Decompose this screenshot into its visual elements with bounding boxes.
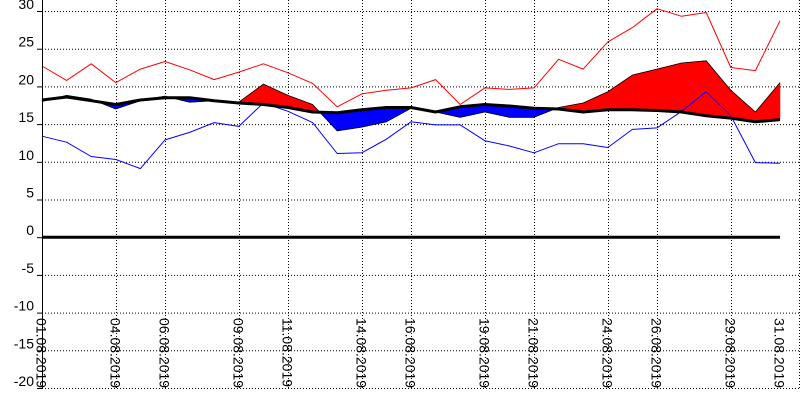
- warm-anomaly-area: [730, 89, 756, 123]
- y-tick-labels: 30 25 20 15 10 5 0 -5 -10 -15 -20: [14, 0, 34, 389]
- x-tick-label: 14.08.2019: [354, 318, 370, 388]
- warm-anomaly-area: [632, 68, 658, 111]
- warm-anomaly-area: [681, 60, 707, 117]
- x-tick-label: 21.08.2019: [526, 318, 542, 388]
- series-lines: [41, 8, 781, 170]
- x-tick-label: 29.08.2019: [723, 318, 739, 388]
- warm-anomaly-area: [705, 60, 732, 119]
- x-tick-label: 31.08.2019: [772, 318, 788, 388]
- warm-anomaly-area: [607, 74, 633, 111]
- y-tick-label: -20: [14, 373, 34, 389]
- x-tick-label: 24.08.2019: [600, 318, 616, 388]
- x-tick-label: 06.08.2019: [157, 318, 173, 388]
- x-tick-label: 11.08.2019: [280, 318, 296, 387]
- y-tick-label: 0: [26, 222, 34, 238]
- y-tick-label: 15: [18, 109, 34, 125]
- warm-anomaly-area: [755, 81, 781, 123]
- y-tick-label: 20: [18, 71, 34, 87]
- y-tick-label: 5: [26, 185, 34, 201]
- warm-anomaly-area: [656, 62, 682, 113]
- y-tick-label: -10: [14, 298, 34, 314]
- x-tick-label: 16.08.2019: [403, 318, 419, 388]
- max-temperature-line: [41, 8, 781, 108]
- x-tick-label: 19.08.2019: [477, 318, 493, 388]
- min-temperature-line: [41, 91, 781, 170]
- y-tick-label: 10: [18, 147, 34, 163]
- x-tick-label: 09.08.2019: [231, 318, 247, 388]
- grid: [42, 0, 800, 389]
- y-tick-label: -5: [22, 260, 35, 276]
- x-tick-label: 01.08.2019: [34, 318, 50, 388]
- x-tick-labels: 01.08.2019 04.08.2019 06.08.2019 09.08.2019…: [34, 318, 788, 388]
- y-tick-label: -15: [14, 335, 34, 351]
- x-tick-label: 04.08.2019: [108, 318, 124, 388]
- x-tick-label: 26.08.2019: [649, 318, 665, 388]
- axes: [37, 0, 780, 389]
- y-tick-label: 30: [18, 0, 34, 12]
- normal-temperature-line: [41, 95, 781, 124]
- y-tick-label: 25: [18, 34, 34, 50]
